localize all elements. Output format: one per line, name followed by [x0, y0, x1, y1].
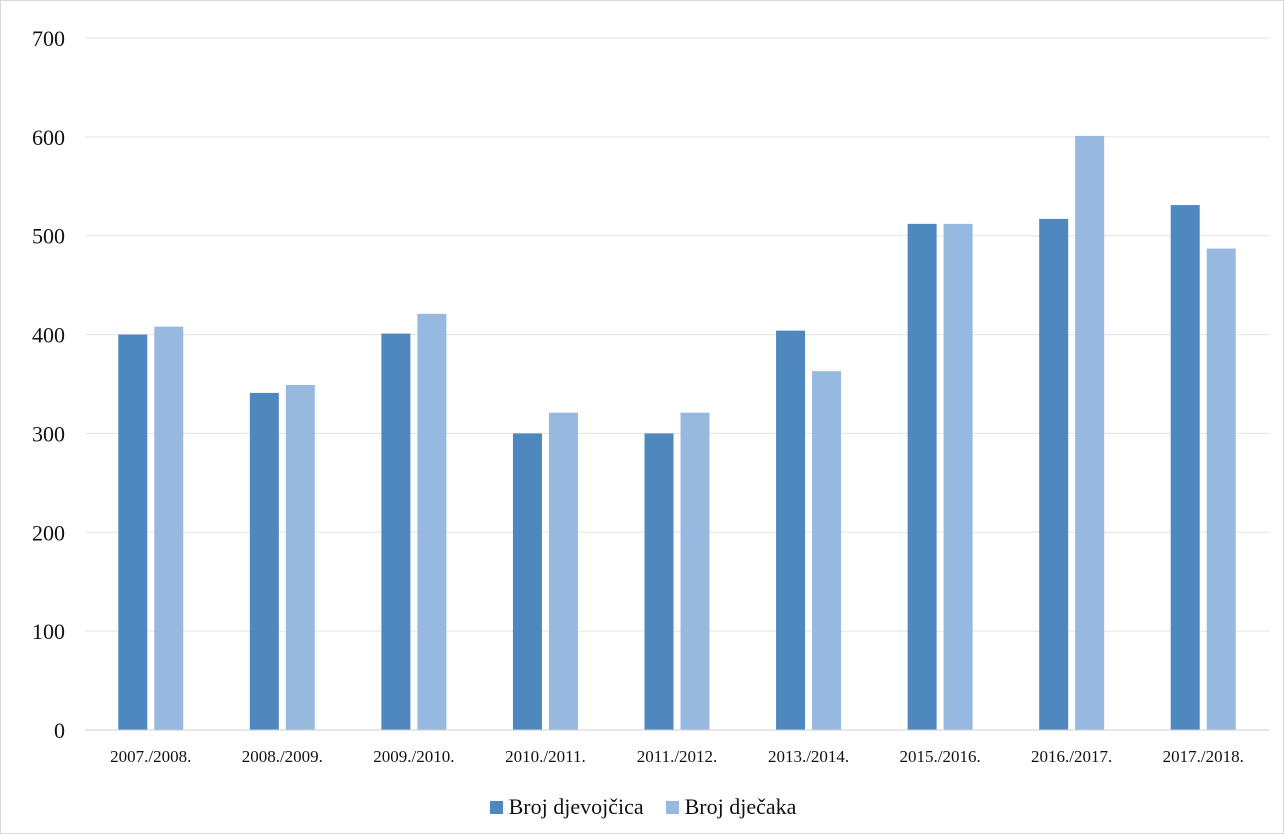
bar-girls [249, 392, 279, 730]
x-tick-label: 2013./2014. [768, 747, 849, 766]
y-tick-label: 100 [32, 619, 65, 644]
bar-girls [1170, 205, 1200, 730]
bar-girls [118, 334, 148, 730]
bar-girls [776, 330, 806, 730]
y-tick-label: 700 [32, 26, 65, 51]
legend-label-girls: Broj djevojčica [508, 794, 644, 819]
x-tick-label: 2017./2018. [1163, 747, 1244, 766]
x-tick-label: 2010./2011. [505, 747, 586, 766]
y-tick-label: 500 [32, 224, 65, 249]
legend-item-girls: Broj djevojčica [489, 794, 644, 820]
y-tick-label: 0 [54, 718, 65, 743]
legend-label-boys: Broj dječaka [684, 794, 797, 819]
bar-girls [1039, 218, 1069, 730]
bar-girls [381, 333, 411, 730]
legend-swatch-boys [665, 800, 679, 814]
bar-girls [512, 433, 542, 730]
legend: Broj djevojčica Broj dječaka [1, 787, 1284, 827]
x-tick-label: 2016./2017. [1031, 747, 1112, 766]
bar-girls [644, 433, 674, 730]
bar-boys [812, 371, 842, 730]
x-tick-label: 2015./2016. [899, 747, 980, 766]
x-tick-label: 2011./2012. [637, 747, 718, 766]
bar-boys [285, 384, 315, 730]
bar-boys [680, 412, 710, 730]
y-tick-label: 600 [32, 125, 65, 150]
bar-boys [154, 326, 184, 730]
y-tick-label: 300 [32, 421, 65, 446]
bar-boys [943, 223, 973, 730]
legend-swatch-girls [489, 800, 503, 814]
bar-boys [417, 313, 447, 730]
bar-boys [548, 412, 578, 730]
y-tick-label: 200 [32, 520, 65, 545]
bar-boys [1075, 135, 1105, 730]
legend-item-boys: Broj dječaka [665, 794, 797, 820]
x-tick-label: 2007./2008. [110, 747, 191, 766]
bar-boys [1206, 248, 1236, 730]
bar-girls [907, 223, 937, 730]
x-tick-label: 2009./2010. [373, 747, 454, 766]
x-tick-label: 2008./2009. [242, 747, 323, 766]
y-tick-label: 400 [32, 323, 65, 348]
